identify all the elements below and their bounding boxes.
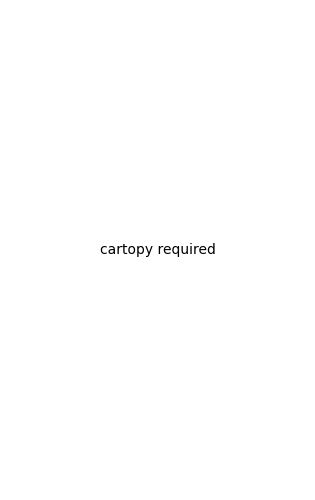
Text: cartopy required: cartopy required: [100, 243, 215, 257]
